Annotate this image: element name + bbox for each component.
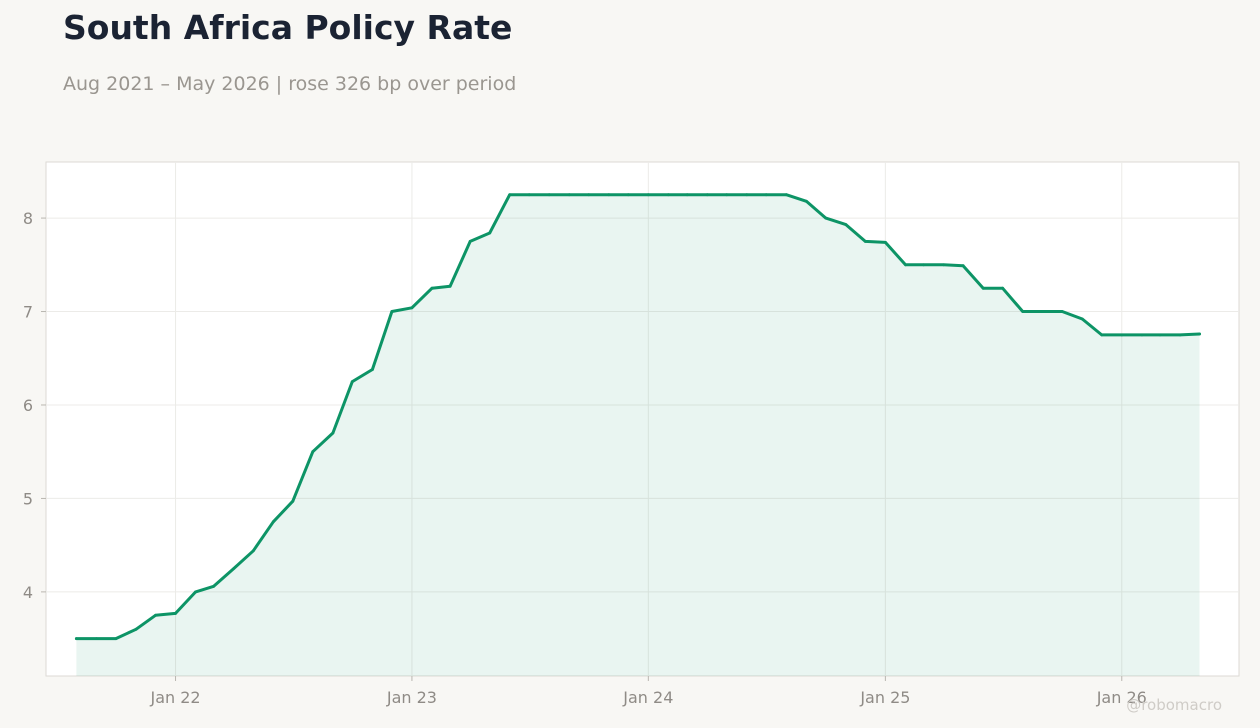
data-point — [371, 368, 374, 371]
data-point — [468, 240, 472, 243]
x-axis-ticks: Jan 22 Jan 23 Jan 24 Jan 25 Jan 26 — [149, 676, 1147, 707]
data-point — [863, 240, 867, 243]
data-point — [922, 263, 925, 267]
data-point — [587, 193, 591, 197]
x-tick-label: Jan 25 — [859, 688, 910, 707]
data-point — [154, 613, 157, 617]
data-point — [705, 193, 709, 197]
data-point — [1021, 310, 1025, 313]
data-point — [904, 263, 907, 267]
data-point — [784, 193, 788, 197]
data-point — [1060, 310, 1064, 313]
data-point — [350, 380, 354, 383]
data-point — [626, 193, 630, 197]
data-point — [212, 584, 216, 588]
data-point — [961, 264, 965, 268]
data-point — [844, 223, 848, 227]
data-point — [764, 193, 768, 197]
data-point — [251, 549, 255, 553]
y-tick-label: 5 — [23, 489, 33, 508]
watermark: @robomacro — [1126, 696, 1222, 714]
data-point — [508, 193, 512, 197]
data-point — [194, 590, 198, 594]
data-point — [75, 637, 78, 640]
data-point — [667, 193, 670, 197]
y-tick-label: 8 — [23, 209, 33, 228]
y-axis-ticks: 4 5 6 7 8 — [23, 209, 46, 602]
x-tick-label: Jan 24 — [622, 688, 673, 707]
data-point — [1158, 333, 1162, 337]
data-point — [1080, 317, 1084, 321]
data-point — [1178, 333, 1182, 337]
data-point — [448, 284, 452, 288]
data-point — [271, 520, 275, 524]
data-point — [410, 306, 414, 310]
data-point — [1041, 310, 1045, 313]
data-point — [95, 637, 98, 640]
data-point — [232, 567, 236, 570]
data-point — [942, 263, 946, 267]
data-point — [488, 231, 492, 235]
data-point — [134, 627, 138, 631]
y-tick-label: 7 — [23, 303, 33, 322]
data-point — [685, 193, 689, 197]
series-area-fill — [76, 194, 1200, 676]
data-point — [311, 450, 315, 454]
data-point — [547, 193, 551, 197]
data-points — [75, 193, 1201, 640]
chart-subtitle: Aug 2021 – May 2026 | rose 326 bp over p… — [63, 73, 517, 95]
data-point — [805, 199, 808, 203]
data-point — [745, 193, 749, 197]
data-point — [824, 216, 828, 220]
data-point — [567, 193, 571, 197]
data-point — [1100, 333, 1104, 337]
plot-area — [45, 161, 1240, 677]
y-tick-label: 6 — [23, 396, 33, 415]
data-point — [981, 286, 985, 290]
data-point — [1120, 333, 1124, 337]
data-point — [331, 431, 335, 435]
x-tick-label: Jan 23 — [386, 688, 437, 707]
data-point — [725, 193, 729, 197]
data-point — [1140, 333, 1144, 337]
data-point — [884, 241, 887, 244]
data-point — [527, 193, 531, 197]
data-point — [430, 286, 434, 290]
data-point — [291, 499, 295, 503]
data-point — [646, 193, 650, 197]
data-point — [174, 612, 177, 615]
x-tick-label: Jan 26 — [1096, 688, 1147, 707]
x-tick-label: Jan 22 — [149, 688, 200, 707]
y-tick-label: 4 — [23, 583, 33, 602]
chart-title: South Africa Policy Rate — [63, 8, 513, 47]
data-point — [1198, 332, 1201, 336]
data-point — [390, 310, 394, 313]
series-line — [74, 193, 1201, 641]
data-point — [1001, 286, 1004, 290]
data-point — [114, 637, 118, 640]
data-point — [607, 193, 611, 197]
